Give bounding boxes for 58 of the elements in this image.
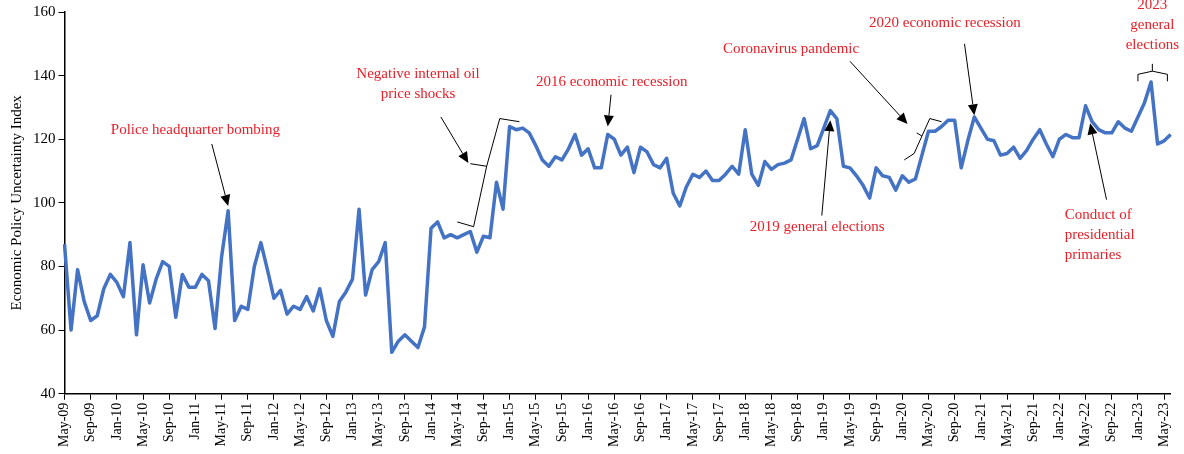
annotation: 2016 economic recession [535,72,688,89]
x-tick-label: May-17 [684,402,700,447]
x-tick-label: Sep-20 [946,402,962,443]
y-tick-label: 140 [33,66,56,83]
x-tick-label: May-19 [841,402,857,447]
x-tick-label: Sep-11 [239,402,255,442]
x-tick-label: Jan-12 [265,402,281,440]
x-tick-label: May-21 [998,402,1014,447]
x-tick-label: Jan-17 [658,402,674,440]
x-tick-label: May-16 [605,402,621,447]
annotation: 2020 economic recession [869,14,1022,31]
annotation: Conduct of presidential primaries [1064,205,1135,262]
annotation: Police headquarter bombing [110,120,281,137]
x-tick-label: Jan-13 [344,402,360,440]
x-tick-label: May-11 [213,402,229,447]
x-tick-label: May-15 [527,402,543,447]
x-tick-label: Sep-18 [789,402,805,443]
x-tick-label: Sep-12 [317,402,333,443]
y-tick-label: 60 [40,321,56,337]
x-tick-label: Jan-18 [736,402,752,440]
y-tick-label: 160 [33,2,56,19]
x-tick-label: Sep-10 [160,402,176,443]
x-tick-label: Sep-14 [475,402,491,443]
x-tick-label: May-18 [763,402,779,447]
x-tick-label: May-23 [1155,402,1171,447]
x-tick-label: Sep-21 [1024,402,1040,443]
x-tick-label: Jan-22 [1051,402,1067,440]
x-tick-label: Jan-16 [579,402,595,440]
y-tick-label: 40 [40,384,56,401]
y-axis-title: Economic Policy Uncertainty Index [7,94,24,311]
x-tick-label: Jan-15 [501,402,517,440]
x-tick-label: Jan-21 [972,402,988,440]
annotation: 2019 general elections [749,217,885,234]
x-tick-label: Sep-19 [867,402,883,443]
x-tick-label: Jan-10 [108,402,124,440]
x-tick-label: May-14 [448,402,464,447]
y-tick-label: 120 [33,130,56,147]
x-tick-label: Sep-15 [553,402,569,443]
x-tick-label: May-13 [370,402,386,447]
x-tick-label: Sep-16 [632,402,648,443]
y-tick-label: 80 [40,257,56,274]
x-tick-label: Sep-13 [396,402,412,443]
x-tick-label: Sep-09 [82,402,98,443]
x-tick-label: Sep-17 [710,402,726,443]
y-tick-label: 100 [33,193,56,210]
x-tick-label: May-20 [920,402,936,447]
x-tick-label: May-10 [134,402,150,447]
annotation: Negative internal oil price shocks [356,64,480,101]
x-tick-label: Jan-19 [815,402,831,440]
x-tick-label: May-12 [291,402,307,447]
x-tick-label: Jan-23 [1129,402,1145,440]
x-tick-label: Jan-20 [893,402,909,440]
x-tick-label: Jan-14 [422,402,438,440]
x-tick-label: Jan-11 [187,402,203,440]
x-tick-label: May-09 [56,402,72,447]
annotation: Coronavirus pandemic [722,39,860,56]
x-tick-label: May-22 [1077,402,1093,447]
x-tick-label: Sep-22 [1103,402,1119,443]
